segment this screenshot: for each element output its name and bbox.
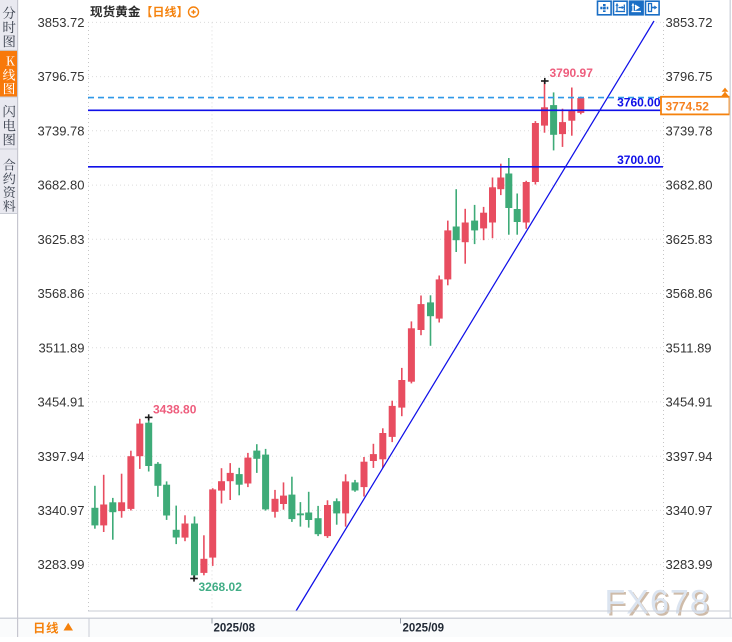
svg-text:3454.91: 3454.91: [38, 395, 85, 410]
svg-text:3625.83: 3625.83: [666, 232, 713, 247]
svg-text:3454.91: 3454.91: [666, 395, 713, 410]
svg-text:3853.72: 3853.72: [666, 15, 713, 30]
svg-text:3760.00: 3760.00: [617, 96, 661, 110]
svg-text:3511.89: 3511.89: [666, 340, 712, 355]
svg-text:3438.80: 3438.80: [153, 403, 197, 417]
svg-text:3796.75: 3796.75: [38, 69, 85, 84]
svg-text:2025/08: 2025/08: [214, 623, 256, 635]
svg-text:3625.83: 3625.83: [38, 232, 85, 247]
svg-text:3340.97: 3340.97: [666, 503, 713, 518]
svg-text:3739.78: 3739.78: [38, 123, 85, 138]
svg-text:3511.89: 3511.89: [38, 340, 84, 355]
svg-text:3739.78: 3739.78: [666, 123, 713, 138]
svg-text:3774.52: 3774.52: [666, 99, 710, 113]
svg-text:3568.86: 3568.86: [38, 286, 85, 301]
svg-text:3790.97: 3790.97: [550, 66, 594, 80]
svg-text:3268.02: 3268.02: [199, 580, 243, 594]
svg-text:3283.99: 3283.99: [38, 557, 85, 572]
svg-text:3397.94: 3397.94: [38, 449, 85, 464]
svg-text:3283.99: 3283.99: [666, 557, 713, 572]
svg-text:3700.00: 3700.00: [617, 153, 661, 167]
svg-text:3397.94: 3397.94: [666, 449, 713, 464]
svg-text:FX678: FX678: [607, 586, 712, 624]
svg-text:3340.97: 3340.97: [38, 503, 85, 518]
svg-text:3796.75: 3796.75: [666, 69, 713, 84]
svg-text:2025/09: 2025/09: [403, 623, 445, 635]
svg-text:3682.80: 3682.80: [38, 178, 85, 193]
svg-text:FX678: FX678: [605, 584, 710, 622]
svg-text:3568.86: 3568.86: [666, 286, 713, 301]
svg-text:3682.80: 3682.80: [666, 178, 713, 193]
svg-text:3853.72: 3853.72: [38, 15, 85, 30]
